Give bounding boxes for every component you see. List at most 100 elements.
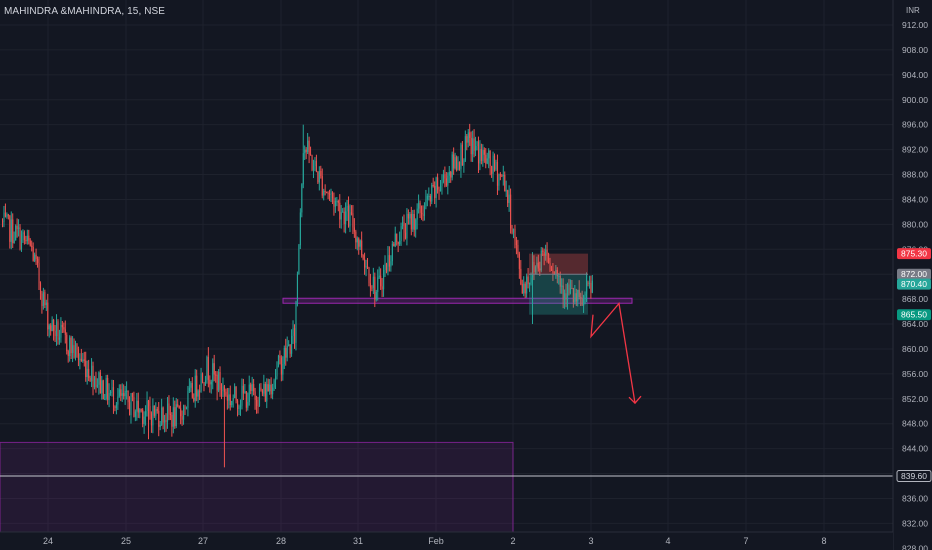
candle-body xyxy=(421,212,423,215)
candle-body xyxy=(131,393,134,397)
candle-body xyxy=(127,390,129,403)
candle-body xyxy=(586,282,588,294)
candle-body xyxy=(39,283,42,294)
candle-body xyxy=(133,396,135,417)
candle-body xyxy=(435,177,437,198)
candle-body xyxy=(304,149,306,154)
candle-body xyxy=(98,372,100,385)
candle-body xyxy=(367,265,369,268)
candle-body xyxy=(359,240,361,247)
candle-body xyxy=(482,149,484,161)
candle-body xyxy=(317,171,319,183)
candle-body xyxy=(244,391,246,394)
time-axis[interactable]: 24 25 27 28 31 Feb 2 3 4 7 8 xyxy=(0,531,893,550)
candle-body xyxy=(483,149,485,155)
candle-body xyxy=(499,174,501,176)
candle-body xyxy=(276,365,278,377)
demand-zone-lower[interactable] xyxy=(0,441,514,533)
candle-body xyxy=(343,211,345,225)
candle-body xyxy=(450,171,452,178)
candle-body xyxy=(25,239,27,242)
forecast-arrow-path[interactable] xyxy=(590,301,636,404)
candle-body xyxy=(464,136,466,161)
candle-body xyxy=(333,198,335,207)
candle-body xyxy=(548,253,550,264)
price-label-badge xyxy=(896,470,932,483)
candle-body xyxy=(397,241,399,245)
candle-body xyxy=(340,212,342,220)
candle-body xyxy=(212,363,214,382)
candle-body xyxy=(22,232,24,235)
candle-body xyxy=(353,227,355,232)
candle-body xyxy=(312,166,315,171)
price-tick-label: 848.00 xyxy=(902,419,928,429)
candle-body xyxy=(134,411,136,417)
candle-body xyxy=(374,276,376,300)
candle-body xyxy=(148,400,150,406)
candle-body xyxy=(279,355,281,358)
candle-body xyxy=(540,250,542,271)
candle-body xyxy=(69,337,71,357)
candle-body xyxy=(31,245,33,247)
candle-body xyxy=(315,160,317,172)
candle-body xyxy=(115,404,117,408)
candle-body xyxy=(305,149,307,152)
chart-grid xyxy=(0,0,893,549)
short-position-target-zone[interactable] xyxy=(529,274,588,315)
candle-body xyxy=(472,138,474,155)
price-label-text: 872.00 xyxy=(901,269,927,279)
candle-body xyxy=(327,193,329,195)
candle-body xyxy=(96,384,98,387)
candle-body xyxy=(358,238,360,247)
candle-body xyxy=(4,212,7,217)
candle-body xyxy=(489,150,491,167)
candle-body xyxy=(51,319,53,332)
candle-body xyxy=(345,211,347,225)
candle-body xyxy=(225,391,227,396)
candle-body xyxy=(299,212,301,246)
candle-body xyxy=(215,374,217,376)
candlestick-series[interactable] xyxy=(2,123,593,468)
candle-body xyxy=(523,283,525,294)
candle-body xyxy=(67,351,69,357)
candle-body xyxy=(590,282,592,293)
candle-body xyxy=(495,161,497,170)
price-label-text: 870.40 xyxy=(901,279,927,289)
candle-body xyxy=(175,404,177,427)
candle-body xyxy=(445,178,447,186)
support-zone-upper[interactable] xyxy=(282,297,633,304)
price-tick-label: 908.00 xyxy=(902,45,928,55)
drawing-overlays[interactable] xyxy=(0,253,893,477)
candle-body xyxy=(568,284,570,294)
candle-body xyxy=(491,166,493,174)
candle-body xyxy=(13,240,15,244)
candle-body xyxy=(174,407,176,427)
candle-body xyxy=(193,397,195,401)
candle-body xyxy=(426,196,428,200)
symbol-title: MAHINDRA &MAHINDRA, 15, NSE xyxy=(4,6,166,17)
candle-body xyxy=(372,276,374,288)
candle-body xyxy=(269,384,271,392)
candle-body xyxy=(295,300,297,343)
candle-body xyxy=(480,148,482,161)
candle-body xyxy=(352,213,354,228)
candle-body xyxy=(183,406,185,420)
candle-body xyxy=(48,325,50,330)
candle-body xyxy=(451,154,453,178)
candle-body xyxy=(286,345,288,358)
candle-body xyxy=(218,371,220,391)
price-tick-label: 828.00 xyxy=(902,543,928,550)
candle-body xyxy=(569,287,572,294)
candle-body xyxy=(531,262,534,278)
candle-body xyxy=(537,262,539,269)
candle-body xyxy=(486,158,488,164)
candle-body xyxy=(387,255,389,272)
candle-body xyxy=(453,154,455,169)
price-tick-label: 832.00 xyxy=(902,518,928,528)
candle-body xyxy=(58,337,61,340)
short-position-stop-zone[interactable] xyxy=(529,253,588,275)
drawing-zones[interactable] xyxy=(0,297,633,533)
candle-body xyxy=(369,283,372,288)
